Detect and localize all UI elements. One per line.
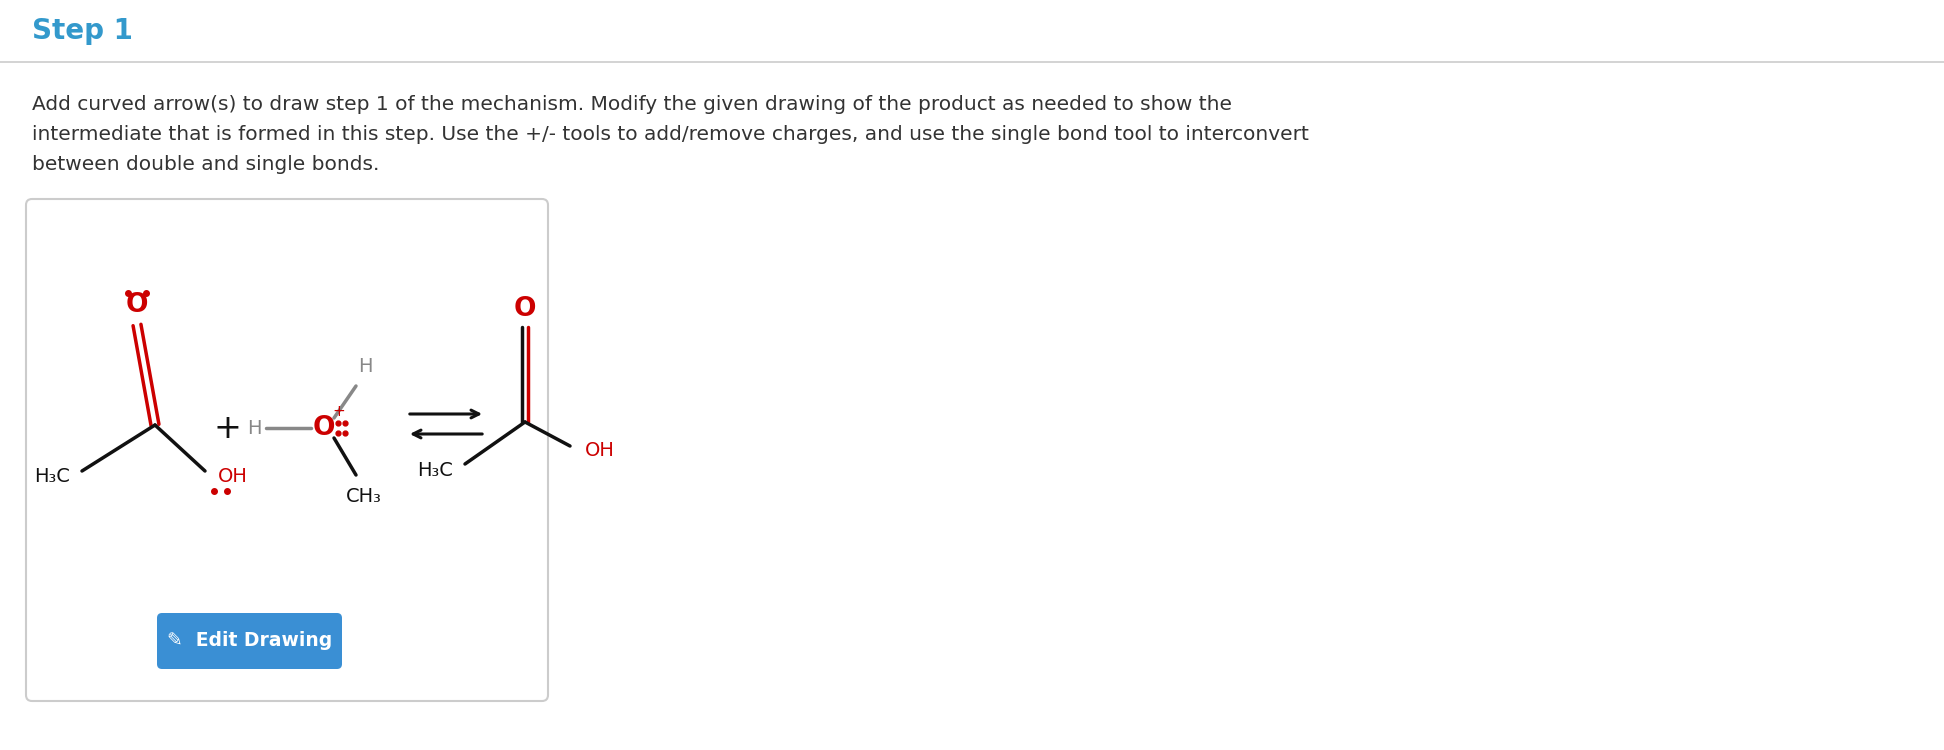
Text: +: + xyxy=(214,412,241,445)
Text: intermediate that is formed in this step. Use the +/- tools to add/remove charge: intermediate that is formed in this step… xyxy=(31,125,1308,144)
Text: Add curved arrow(s) to draw step 1 of the mechanism. Modify the given drawing of: Add curved arrow(s) to draw step 1 of th… xyxy=(31,95,1232,114)
Text: H: H xyxy=(358,356,371,376)
Text: between double and single bonds.: between double and single bonds. xyxy=(31,155,379,174)
FancyBboxPatch shape xyxy=(157,613,342,669)
Bar xyxy=(0,0,1944,62)
Text: O: O xyxy=(126,292,148,318)
Text: Step 1: Step 1 xyxy=(31,17,132,45)
Text: CH₃: CH₃ xyxy=(346,488,381,506)
Text: H₃C: H₃C xyxy=(418,460,453,479)
Text: OH: OH xyxy=(218,467,249,487)
Text: ✎  Edit Drawing: ✎ Edit Drawing xyxy=(167,632,332,650)
Text: +: + xyxy=(332,404,346,418)
Text: O: O xyxy=(313,415,334,441)
Text: O: O xyxy=(513,296,537,322)
Text: H: H xyxy=(247,419,260,437)
Text: OH: OH xyxy=(585,440,614,460)
FancyBboxPatch shape xyxy=(25,199,548,701)
Text: H₃C: H₃C xyxy=(35,467,70,487)
